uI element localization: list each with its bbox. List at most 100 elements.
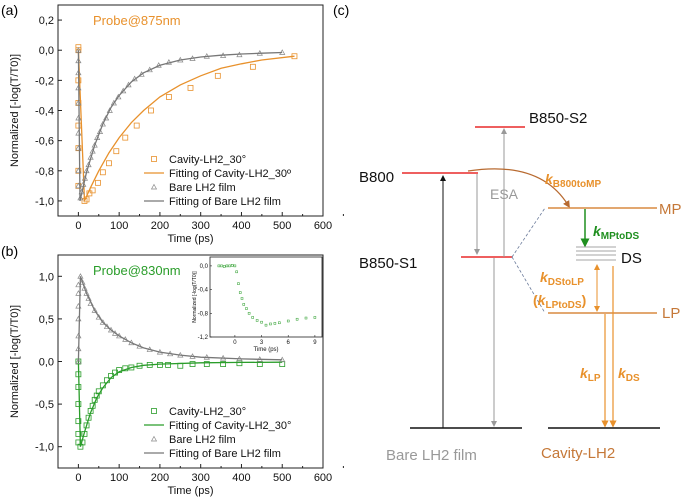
legend-entry: Fitting of Bare LH2 film (169, 448, 281, 460)
inset-data-point (255, 319, 259, 322)
data-point (103, 323, 111, 329)
data-point (106, 107, 113, 113)
data-point (75, 401, 82, 408)
data-point (75, 315, 82, 322)
y-tick-label: 0,0 (39, 45, 54, 57)
data-point (83, 290, 90, 296)
rate-mp-to-ds: kMPtoDS (593, 223, 639, 242)
inset-data-point (260, 320, 263, 324)
data-point (120, 87, 127, 94)
inset-data-point (237, 282, 240, 285)
inset-y-tick-label: -0,4 (198, 288, 209, 294)
data-point (75, 114, 82, 121)
label-cavity-lh2: Cavity-LH2 (541, 445, 615, 462)
data-point (107, 326, 115, 333)
legend-entry: Cavity-LH2_30° (169, 154, 246, 166)
data-point (75, 358, 82, 364)
y-tick-label: -0,6 (35, 136, 54, 148)
panel-label-a: (a) (1, 2, 18, 18)
rate-ds-to-lp: kDStoLP (540, 269, 584, 288)
inset-data-point (242, 303, 246, 306)
label-bare-lh2-film: Bare LH2 film (386, 447, 477, 464)
dashed-mp (511, 207, 546, 258)
fit-line-3 (77, 276, 283, 362)
chart-b-inset: 0 3 6 9 0,0 -0,4 -0,8 -1,2 Time (ps) Normalized [… (192, 256, 323, 353)
x-tick-label: 600 (314, 472, 332, 484)
inset-data-point (230, 264, 234, 267)
panel-label-c: (c) (333, 2, 349, 18)
inset-y-label: Normalized [-log(T/T0)] (192, 271, 198, 323)
legend-swatch (150, 183, 158, 190)
x-tick-label: 100 (110, 220, 128, 232)
inset-data-point (228, 264, 231, 268)
legend-entry: Fitting of Cavity-LH2_30° (169, 420, 291, 432)
y-tick-label: -1,0 (35, 196, 54, 208)
legend-entry: Bare LH2 film (169, 434, 236, 446)
data-point (106, 160, 112, 167)
data-point (96, 128, 104, 134)
inset-data-point (247, 312, 251, 315)
y-axis-label: Normalized [-log(T/T0)] (9, 305, 21, 418)
data-point (220, 361, 227, 367)
rate-lp-to-ds: (kLPtoDS) (533, 292, 586, 311)
inset-data-point (235, 270, 238, 274)
inset-x-tick-label: 6 (287, 340, 291, 346)
data-point (157, 362, 163, 368)
x-tick-label: 500 (273, 220, 291, 232)
inset-data-point (269, 322, 272, 326)
label-b850-s1: B850-S1 (359, 255, 417, 272)
inset-data-point (251, 316, 254, 319)
y-tick-label: -1,0 (35, 442, 54, 454)
data-point (85, 295, 92, 301)
dashed-lp (511, 256, 546, 314)
data-point (103, 114, 110, 121)
x-tick-label: 400 (232, 472, 250, 484)
inset-data-point (278, 321, 281, 325)
x-axis-label: Time (ps) (167, 233, 213, 245)
x-tick-label: 400 (232, 220, 250, 232)
y-tick-label: 0,5 (39, 314, 54, 326)
inset-x-tick-label: 0 (233, 340, 237, 346)
y-axis-label: Normalized [-log(T/T0)] (9, 54, 21, 167)
x-tick-label: 100 (110, 472, 128, 484)
ds-levels (576, 246, 616, 261)
x-tick-label: 300 (192, 472, 210, 484)
data-point (99, 169, 106, 176)
inset-data-point (286, 319, 290, 323)
label-lp: LP (662, 305, 680, 322)
data-point (83, 422, 90, 429)
fit-line-1 (77, 361, 283, 447)
data-point (95, 313, 102, 320)
legend-swatch (151, 156, 157, 162)
rate-b800-to-mp: kB800toMP (545, 171, 601, 190)
data-point (75, 44, 82, 51)
data-point (203, 361, 210, 367)
data-point (75, 418, 82, 425)
inset-frame (209, 256, 323, 338)
fit-line-1 (77, 50, 295, 202)
data-point (236, 360, 243, 367)
data-point (165, 362, 171, 368)
inset-x-label: Time (ps) (253, 347, 278, 353)
label-b850-s2: B850-S2 (529, 110, 587, 127)
inset-x-tick-label: 9 (313, 340, 317, 346)
data-point (75, 144, 82, 151)
x-tick-label: 500 (273, 472, 291, 484)
y-tick-label: 1,0 (39, 271, 54, 283)
label-mp: MP (659, 201, 682, 218)
data-point (110, 99, 117, 106)
data-point (249, 63, 256, 70)
data-point (81, 285, 88, 291)
chart-a: 0 100 200 300 400 500 600 0,2 0,0 -0,2 -0,4 -0,6 -0,… (9, 4, 344, 245)
x-axis-label: Time (ps) (167, 485, 213, 497)
inset-data-point (295, 317, 299, 321)
esa-label: ESA (490, 186, 519, 202)
legend-entry: Fitting of Cavity-LH2_30º (169, 168, 291, 180)
legend-entry: Fitting of Bare LH2 film (169, 196, 281, 208)
inset-data-point (220, 264, 223, 268)
inset-data-point (225, 264, 229, 268)
data-point (189, 361, 196, 367)
data-point (187, 84, 194, 91)
data-point (75, 431, 82, 437)
